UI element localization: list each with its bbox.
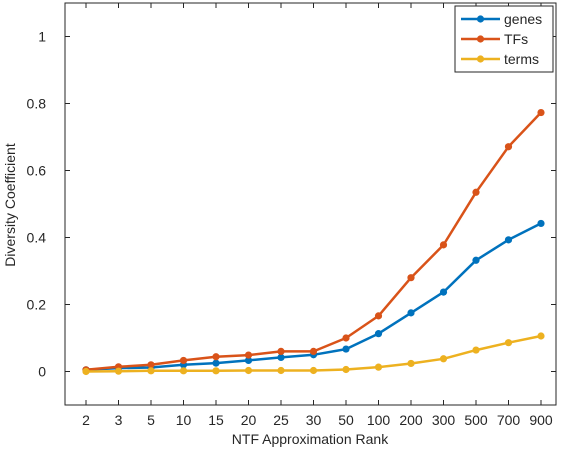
data-point	[504, 339, 513, 347]
data-point	[179, 367, 188, 375]
data-point	[82, 367, 90, 376]
data-point	[147, 361, 155, 369]
data-point	[309, 366, 318, 375]
legend-marker	[476, 15, 485, 23]
data-point	[212, 359, 220, 367]
x-tick-label: 3	[115, 412, 123, 428]
data-point	[439, 355, 448, 363]
data-point	[472, 256, 480, 264]
data-point	[407, 309, 415, 317]
x-tick-label: 5	[147, 412, 155, 428]
data-point	[472, 188, 480, 196]
legend-marker	[476, 35, 485, 43]
x-tick-label: 500	[464, 412, 488, 428]
x-tick-label: 300	[432, 412, 456, 428]
y-tick-label: 0.2	[27, 297, 47, 313]
y-tick-label: 0.6	[27, 163, 47, 179]
x-tick-label: 10	[176, 412, 192, 428]
data-point	[374, 330, 383, 338]
y-tick-label: 0.4	[27, 230, 47, 246]
data-point	[114, 367, 123, 375]
x-axis-ticks: 2 3 5 10 15 20 25 30 50 100 200 300 500 700 900	[82, 3, 553, 428]
x-tick-label: 200	[399, 412, 423, 428]
data-point	[537, 332, 545, 340]
data-point	[472, 346, 480, 354]
data-point	[342, 365, 350, 374]
legend-label: TFs	[504, 31, 528, 47]
data-point	[439, 241, 448, 249]
data-point	[179, 356, 188, 365]
data-point	[504, 143, 513, 151]
data-point	[504, 236, 513, 244]
x-axis-label: NTF Approximation Rank	[232, 431, 389, 447]
x-tick-label: 100	[367, 412, 391, 428]
x-tick-label: 30	[306, 412, 322, 428]
x-tick-label: 15	[208, 412, 224, 428]
data-point	[342, 345, 350, 353]
data-point	[407, 359, 415, 368]
legend-label: terms	[504, 51, 539, 67]
legend: genes TFs terms	[454, 5, 554, 73]
x-tick-label: 2	[82, 412, 90, 428]
series-layer	[82, 108, 545, 376]
x-tick-label: 700	[497, 412, 521, 428]
y-tick-label: 1	[38, 29, 46, 45]
data-point	[147, 367, 155, 375]
data-point	[342, 334, 350, 342]
data-point	[244, 356, 253, 365]
legend-label: genes	[504, 11, 542, 27]
legend-entry: TFs	[461, 31, 528, 47]
legend-entry: genes	[461, 11, 542, 27]
legend-entry: terms	[461, 51, 539, 67]
y-tick-label: 0.8	[27, 96, 47, 112]
x-tick-label: 900	[529, 412, 553, 428]
y-axis-label: Diversity Coefficient	[2, 143, 18, 267]
data-point	[374, 363, 383, 371]
x-tick-label: 25	[273, 412, 289, 428]
data-point	[277, 347, 285, 355]
data-point	[212, 353, 220, 361]
data-point	[244, 366, 253, 375]
legend-marker	[476, 55, 485, 63]
data-point	[439, 288, 448, 296]
y-tick-label: 0	[38, 364, 46, 380]
data-point	[277, 366, 285, 375]
data-point	[407, 274, 415, 282]
data-point	[537, 219, 545, 228]
x-tick-label: 20	[241, 412, 257, 428]
data-point	[277, 353, 285, 362]
data-point	[212, 367, 220, 375]
x-tick-label: 50	[338, 412, 354, 428]
data-point	[537, 108, 545, 117]
data-point	[309, 347, 318, 355]
series-terms	[82, 332, 545, 376]
data-point	[374, 312, 383, 320]
data-point	[244, 351, 253, 359]
